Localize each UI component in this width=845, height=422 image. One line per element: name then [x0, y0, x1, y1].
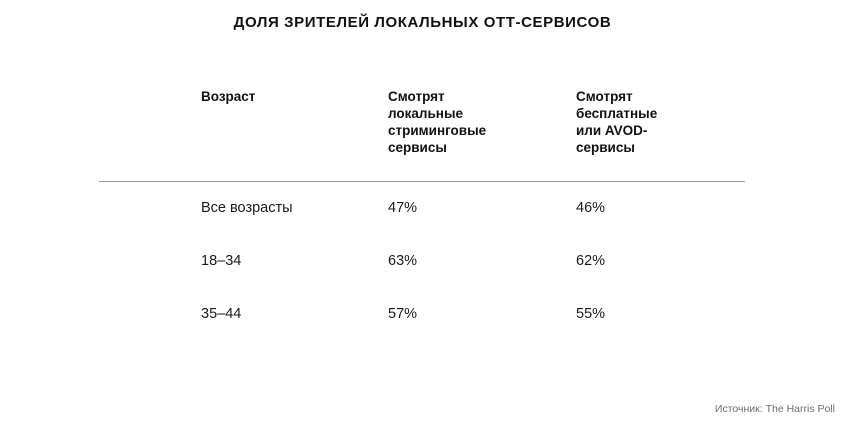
table-row: 35–44 57% 55%: [0, 306, 845, 328]
free-avod-value-cell: 55%: [576, 306, 606, 322]
age-cell: Все возрасты: [201, 200, 293, 216]
local-streaming-value-cell: 57%: [388, 306, 418, 322]
column-header-line: Возраст: [201, 89, 256, 104]
local-streaming-value-cell: 47%: [388, 200, 418, 216]
free-avod-value-cell: 46%: [576, 200, 606, 216]
table-row: 18–34 63% 62%: [0, 253, 845, 275]
column-header-age: Возраст: [201, 88, 371, 105]
age-cell: 18–34: [201, 253, 242, 269]
column-header-line: локальные: [388, 106, 463, 121]
column-header-line: или AVOD-: [576, 123, 648, 138]
column-header-line: стриминговые: [388, 123, 487, 138]
column-header-line: сервисы: [576, 140, 635, 155]
free-avod-value-cell: 62%: [576, 253, 606, 269]
column-header-line: бесплатные: [576, 106, 658, 121]
header-divider: [99, 181, 745, 182]
column-header-free-avod: Смотрят бесплатные или AVOD- сервисы: [576, 88, 726, 156]
chart-title: ДОЛЯ ЗРИТЕЛЕЙ ЛОКАЛЬНЫХ ОТТ-СЕРВИСОВ: [233, 14, 612, 31]
source-note: Источник: The Harris Poll: [714, 403, 835, 415]
table-row: Все возрасты 47% 46%: [0, 200, 845, 222]
column-header-line: сервисы: [388, 140, 447, 155]
column-header-local-streaming: Смотрят локальные стриминговые сервисы: [388, 88, 538, 156]
age-cell: 35–44: [201, 306, 242, 322]
column-header-line: Смотрят: [388, 89, 445, 104]
local-streaming-value-cell: 63%: [388, 253, 418, 269]
column-header-line: Смотрят: [576, 89, 633, 104]
